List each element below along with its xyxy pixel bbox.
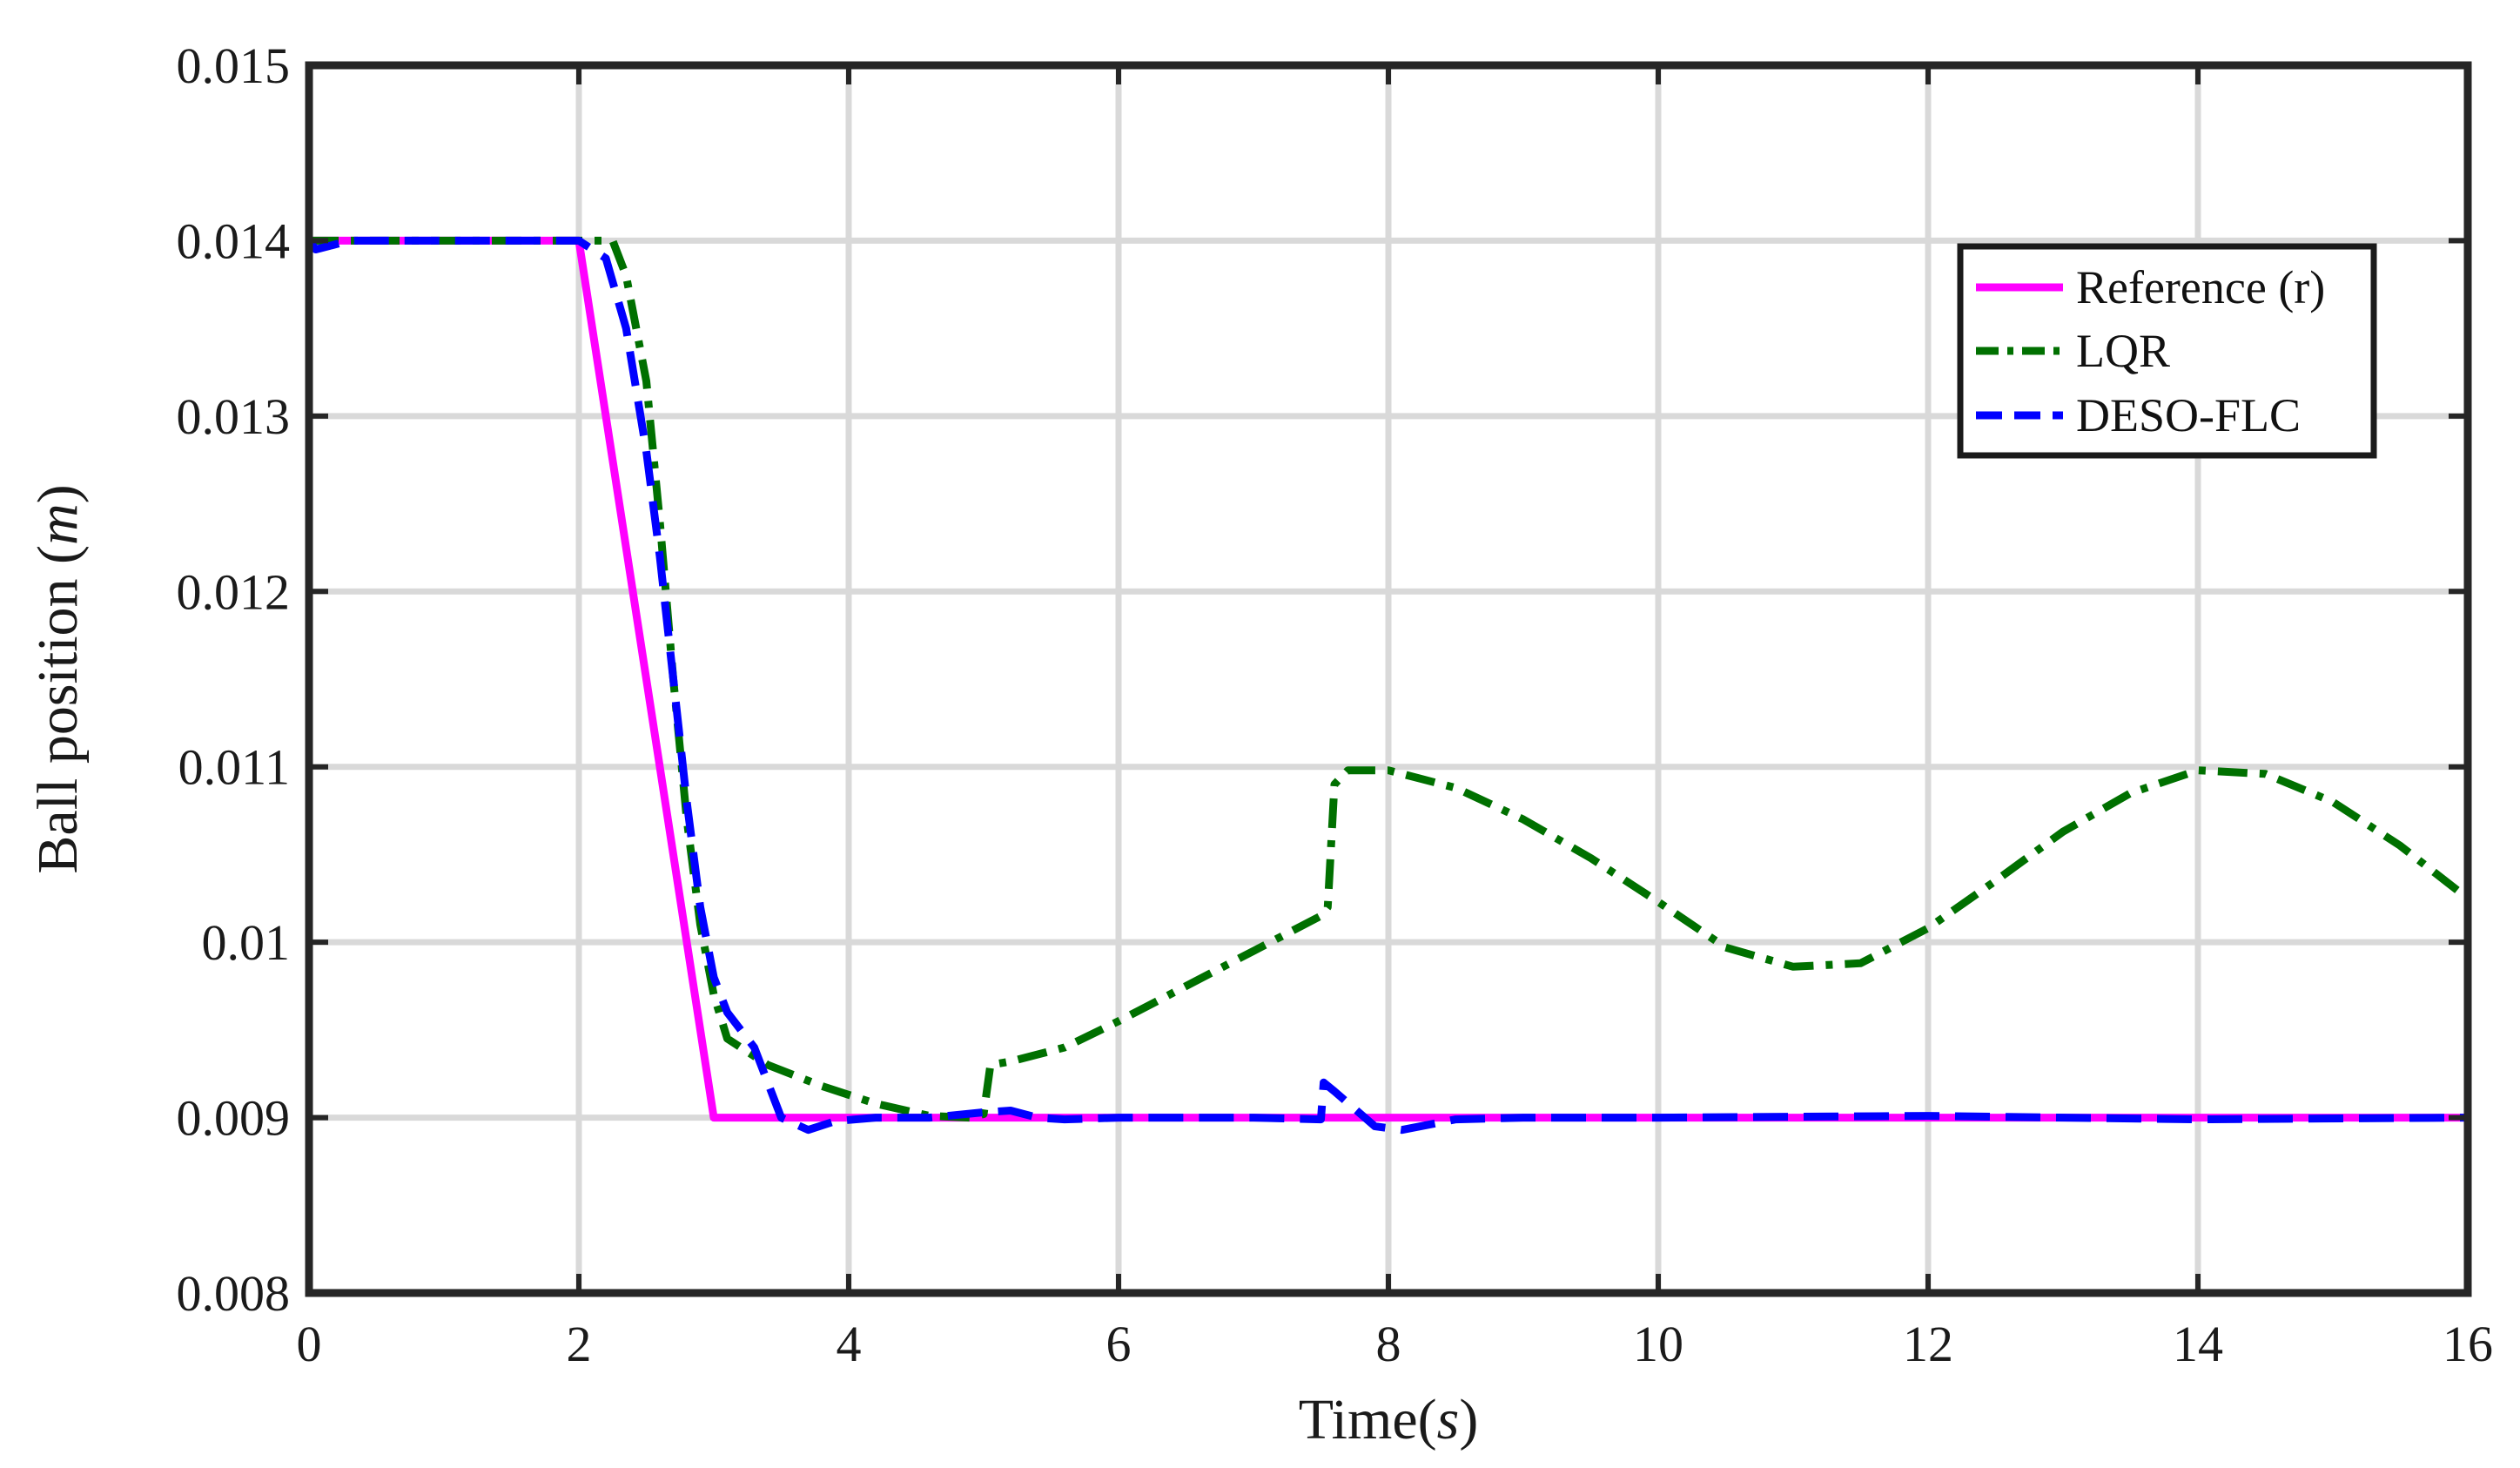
x-tick-label: 8 — [1376, 1316, 1401, 1372]
y-axis-paren-close: ) — [26, 484, 90, 503]
x-tick-label: 10 — [1633, 1316, 1683, 1372]
plot-area — [309, 236, 2468, 1135]
x-tick-label: 6 — [1106, 1316, 1132, 1372]
y-axis-label-unit: m — [26, 503, 90, 545]
x-axis-label-main: Time — [1299, 1388, 1418, 1451]
x-tick-label: 16 — [2443, 1316, 2493, 1372]
y-tick-label: 0.015 — [177, 37, 291, 94]
x-tick-label: 2 — [567, 1316, 592, 1372]
x-axis-label: Time(s) — [1299, 1388, 1479, 1451]
y-tick-label: 0.014 — [177, 212, 291, 269]
y-axis-paren-open: ( — [26, 545, 90, 578]
y-tick-label: 0.009 — [177, 1090, 291, 1147]
x-tick-label: 12 — [1903, 1316, 1953, 1372]
y-tick-label: 0.008 — [177, 1265, 291, 1322]
x-tick-label: 4 — [837, 1316, 862, 1372]
legend-label-deso-flc: DESO-FLC — [2076, 389, 2301, 441]
y-tick-label: 0.011 — [178, 739, 290, 796]
x-axis-paren-close: ) — [1459, 1388, 1478, 1451]
x-tick-label: 0 — [297, 1316, 322, 1372]
x-tick-label: 14 — [2173, 1316, 2223, 1372]
y-tick-label: 0.013 — [177, 388, 291, 445]
y-tick-labels: 0.008 0.009 0.01 0.011 0.012 0.013 0.014 0.015 — [177, 37, 291, 1322]
grid-lines — [309, 65, 2468, 1293]
x-axis-paren-open: ( — [1418, 1388, 1437, 1451]
legend-label-reference: Reference (r) — [2076, 261, 2325, 313]
y-axis-label: Ball position (m) — [26, 484, 90, 873]
legend: Reference (r) LQR DESO-FLC — [1957, 243, 2377, 459]
series-line-deso-flc — [309, 236, 2468, 1135]
series-lines — [309, 236, 2468, 1135]
legend-box — [1957, 243, 2377, 459]
x-axis-label-unit: s — [1437, 1388, 1460, 1451]
x-tick-labels: 0 2 4 6 8 10 12 14 16 — [297, 1316, 2494, 1372]
y-tick-label: 0.012 — [177, 563, 291, 620]
axis-ticks — [306, 63, 2470, 1296]
y-tick-label: 0.01 — [202, 914, 291, 971]
legend-label-lqr: LQR — [2076, 325, 2170, 377]
y-axis-label-main: Ball position — [26, 578, 90, 873]
